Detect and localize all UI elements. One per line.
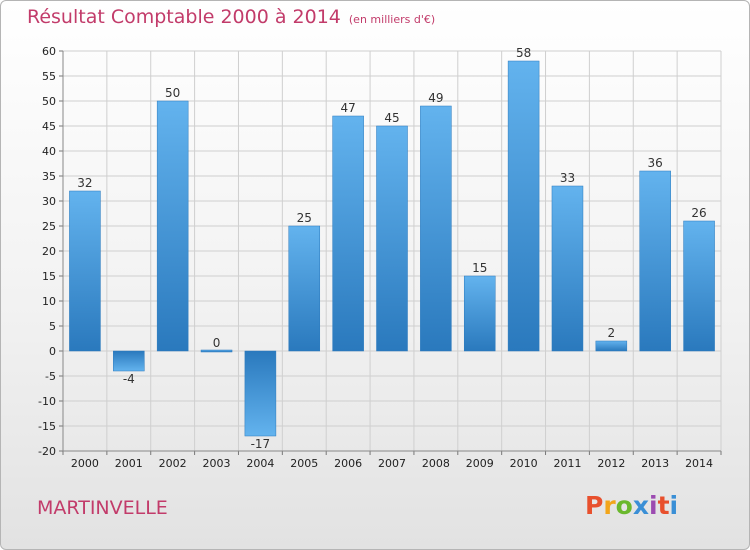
y-tick-label: 50 — [42, 95, 56, 108]
bar-2009 — [463, 275, 496, 352]
data-label-2008: 49 — [428, 91, 443, 105]
x-tick-label: 2006 — [334, 457, 362, 470]
bar-2012 — [595, 340, 628, 352]
bar-2006 — [332, 115, 364, 352]
x-tick-label: 2014 — [685, 457, 713, 470]
y-tick-label: 25 — [42, 220, 56, 233]
y-tick-label: 40 — [42, 145, 56, 158]
bar-2003 — [200, 349, 233, 353]
chart-unit: (en milliers d'€) — [348, 13, 436, 26]
y-tick-label: 35 — [42, 170, 56, 183]
x-tick-label: 2002 — [159, 457, 187, 470]
bar-2008 — [420, 105, 452, 352]
data-label-2002: 50 — [165, 86, 180, 100]
y-tick-label: 10 — [42, 295, 56, 308]
y-tick-label: 45 — [42, 120, 56, 133]
x-tick-label: 2004 — [246, 457, 274, 470]
commune-name: MARTINVELLE — [37, 497, 168, 519]
bar-2007 — [376, 125, 408, 352]
x-tick-label: 2001 — [115, 457, 143, 470]
x-tick-label: 2005 — [290, 457, 318, 470]
y-tick-label: 20 — [42, 245, 56, 258]
logo-letter: t — [657, 491, 670, 520]
data-label-2005: 25 — [297, 211, 312, 225]
x-tick-label: 2013 — [641, 457, 669, 470]
logo-letter: x — [632, 491, 649, 520]
data-label-2012: 2 — [608, 326, 616, 340]
bar-2010 — [507, 60, 540, 352]
bar-2005 — [288, 225, 321, 352]
bar-2011 — [551, 185, 584, 352]
bar-2001 — [113, 350, 145, 372]
data-label-2003: 0 — [213, 336, 221, 350]
data-label-2000: 32 — [77, 176, 92, 190]
data-label-2007: 45 — [384, 111, 399, 125]
x-tick-label: 2012 — [597, 457, 625, 470]
x-tick-label: 2009 — [466, 457, 494, 470]
data-label-2014: 26 — [691, 206, 706, 220]
data-label-2006: 47 — [340, 101, 355, 115]
y-tick-label: -20 — [38, 445, 56, 458]
x-tick-label: 2007 — [378, 457, 406, 470]
x-tick-label: 2008 — [422, 457, 450, 470]
logo-letter: r — [603, 491, 616, 520]
bar-2002 — [156, 100, 189, 352]
data-label-2009: 15 — [472, 261, 487, 275]
logo-letter: i — [649, 491, 658, 520]
chart-title: Résultat Comptable 2000 à 2014 (en millie… — [27, 6, 435, 28]
data-labels: 32 -4 50 0 -17 25 47 45 49 15 58 33 2 36 26 — [77, 46, 706, 451]
y-tick-label: 15 — [42, 270, 56, 283]
data-label-2011: 33 — [560, 171, 575, 185]
bar-2004 — [244, 350, 277, 437]
bars — [69, 60, 715, 437]
y-tick-label: 55 — [42, 70, 56, 83]
proxiti-logo: Proxiti — [585, 491, 678, 520]
x-tick-label: 2010 — [510, 457, 538, 470]
y-tick-label: -15 — [38, 420, 56, 433]
chart-title-text: Résultat Comptable 2000 à 2014 — [27, 6, 341, 28]
y-tick-label: 5 — [49, 320, 56, 333]
x-tick-label: 2003 — [203, 457, 231, 470]
logo-letter: i — [669, 491, 679, 520]
y-tick-label: 0 — [49, 345, 56, 358]
bar-2013 — [639, 170, 671, 352]
y-tick-label: -5 — [45, 370, 56, 383]
bar-2014 — [683, 220, 715, 352]
x-tick-label: 2000 — [71, 457, 99, 470]
data-label-2010: 58 — [516, 46, 531, 60]
x-tick-label: 2011 — [553, 457, 581, 470]
logo-letter: P — [585, 491, 604, 520]
bar-2000 — [69, 190, 101, 352]
data-label-2001: -4 — [123, 372, 135, 386]
logo-letter: o — [615, 491, 633, 520]
data-label-2013: 36 — [648, 156, 663, 170]
data-label-2004: -17 — [251, 437, 271, 451]
y-tick-label: -10 — [38, 395, 56, 408]
y-tick-label: 30 — [42, 195, 56, 208]
y-tick-label: 60 — [42, 45, 56, 58]
